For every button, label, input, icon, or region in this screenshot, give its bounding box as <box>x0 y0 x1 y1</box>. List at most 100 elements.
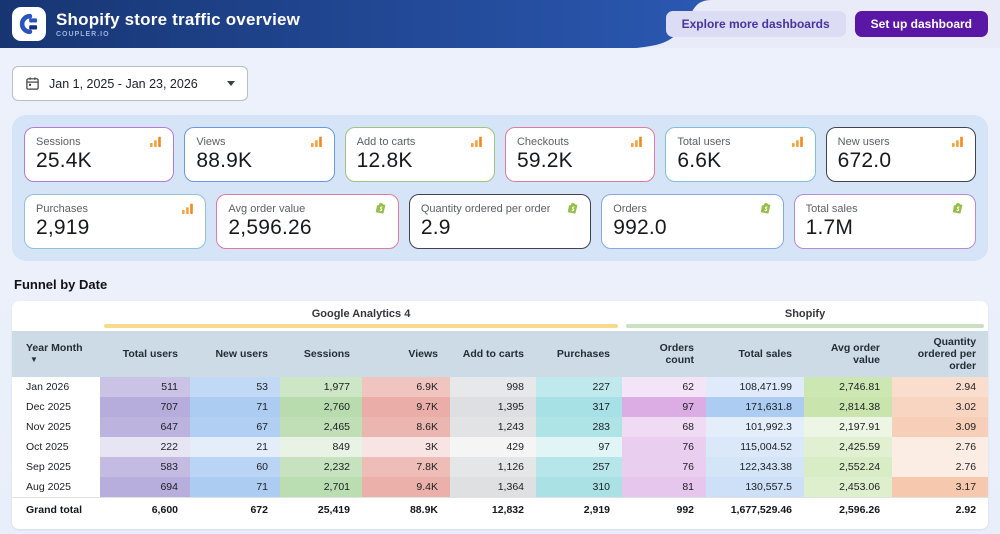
grand-total-cell: Grand total <box>12 496 100 520</box>
cell-value: 222 <box>100 437 190 458</box>
cell-value: 62 <box>622 377 707 398</box>
grand-total-cell: 672 <box>190 496 280 520</box>
cell-value: 71 <box>190 477 280 498</box>
cell-value: 2,232 <box>280 457 362 478</box>
header-background-swoosh <box>0 0 712 48</box>
cell-value: 2,760 <box>280 397 362 418</box>
kpi-label: Orders <box>613 202 647 215</box>
filter-row: Jan 1, 2025 - Jan 23, 2026 <box>0 48 1000 101</box>
kpi-value: 2,919 <box>36 216 90 239</box>
source-group-row: Google Analytics 4 Shopify <box>12 301 988 331</box>
set-up-dashboard-button[interactable]: Set up dashboard <box>854 11 988 37</box>
cell-value: 429 <box>450 437 536 458</box>
column-header-quantity-ordered-per-order[interactable]: Quantity ordered per order <box>892 331 988 378</box>
cell-value: 283 <box>536 417 623 438</box>
kpi-row-1: Sessions 25.4K Views 88.9K Add to carts 12.8K… <box>24 127 976 182</box>
kpi-label: Sessions <box>36 135 81 148</box>
cell-value: 7.8K <box>362 457 450 478</box>
shopify-bag-icon <box>374 202 387 215</box>
row-month: Dec 2025 <box>12 397 100 418</box>
cell-value: 310 <box>536 477 623 498</box>
cell-value: 1,364 <box>450 477 536 498</box>
kpi-row-2: Purchases 2,919 Avg order value 2,596.26 Qua… <box>24 194 977 249</box>
kpi-card-purchases: Purchases 2,919 <box>24 194 207 249</box>
column-header-total-users[interactable]: Total users <box>100 331 190 378</box>
kpi-value: 1.7M <box>805 216 854 239</box>
column-header-orders-count[interactable]: Orders count <box>622 331 707 378</box>
kpi-value: 59.2K <box>516 149 573 172</box>
table-row: Oct 2025 222 21 849 3K 429 97 76 115,004.52 2,425… <box>12 437 988 458</box>
source-group-shopify: Shopify <box>622 301 988 331</box>
cell-value: 76 <box>622 437 707 458</box>
column-header-total-sales[interactable]: Total sales <box>706 331 805 378</box>
cell-value: 2,814.38 <box>804 397 893 418</box>
cell-value: 67 <box>190 417 280 438</box>
cell-value: 3.17 <box>892 477 988 498</box>
kpi-card-orders: Orders 992.0 <box>601 194 784 249</box>
kpi-value: 6.6K <box>677 149 722 172</box>
column-header-year-month[interactable]: Year Month▼ <box>12 331 100 378</box>
shopify-bag-icon <box>566 202 579 215</box>
row-month: Nov 2025 <box>12 417 100 438</box>
table-row: Dec 2025 707 71 2,760 9.7K 1,395 317 97 171,631.… <box>12 397 988 418</box>
column-header-add-to-carts[interactable]: Add to carts <box>450 331 536 378</box>
grand-total-cell: 2,919 <box>536 496 623 520</box>
kpi-panel: Sessions 25.4K Views 88.9K Add to carts 12.8K… <box>12 115 988 261</box>
cell-value: 227 <box>536 377 623 398</box>
bar-chart-icon <box>310 135 323 148</box>
cell-value: 2,197.91 <box>804 417 893 438</box>
row-month: Jan 2026 <box>12 377 100 398</box>
cell-value: 122,343.38 <box>706 457 805 478</box>
column-header-new-users[interactable]: New users <box>190 331 280 378</box>
column-header-sessions[interactable]: Sessions <box>280 331 362 378</box>
page-title: Shopify store traffic overview <box>56 10 301 29</box>
column-header-views[interactable]: Views <box>362 331 450 378</box>
kpi-label: Purchases <box>36 202 88 215</box>
grand-total-cell: 2,596.26 <box>804 496 893 520</box>
shopify-bag-icon <box>951 202 964 215</box>
kpi-card-quantity-ordered-per-order: Quantity ordered per order 2.9 <box>408 194 592 249</box>
date-range-value: Jan 1, 2025 - Jan 23, 2026 <box>49 76 198 91</box>
cell-value: 707 <box>100 397 190 418</box>
cell-value: 71 <box>190 397 280 418</box>
bar-chart-icon <box>951 135 964 148</box>
kpi-card-checkouts: Checkouts 59.2K <box>504 127 656 182</box>
table-row: Sep 2025 583 60 2,232 7.8K 1,126 257 76 122,343.… <box>12 457 988 478</box>
cell-value: 2,746.81 <box>804 377 893 398</box>
cell-value: 171,631.8 <box>706 397 805 418</box>
cell-value: 2.94 <box>892 377 988 398</box>
bar-chart-icon <box>181 202 194 215</box>
kpi-card-views: Views 88.9K <box>184 127 335 182</box>
cell-value: 1,126 <box>450 457 536 478</box>
date-range-picker[interactable]: Jan 1, 2025 - Jan 23, 2026 <box>12 66 248 101</box>
cell-value: 97 <box>622 397 707 418</box>
kpi-value: 12.8K <box>356 149 413 172</box>
kpi-label: Quantity ordered per order <box>420 202 551 215</box>
kpi-label: New users <box>837 135 890 148</box>
cell-value: 97 <box>536 437 623 458</box>
cell-value: 9.7K <box>362 397 450 418</box>
cell-value: 647 <box>100 417 190 438</box>
cell-value: 21 <box>190 437 280 458</box>
column-header-avg-order-value[interactable]: Avg order value <box>804 331 893 378</box>
cell-value: 511 <box>100 377 190 398</box>
source-group-google-analytics-4: Google Analytics 4 <box>100 301 622 331</box>
funnel-table-card: Google Analytics 4 Shopify Year Month▼ Tota… <box>12 301 988 529</box>
brand: Shopify store traffic overview COUPLER.I… <box>12 7 300 41</box>
kpi-label: Add to carts <box>356 135 416 148</box>
kpi-card-total-sales: Total sales 1.7M <box>793 194 977 249</box>
row-month: Oct 2025 <box>12 437 100 458</box>
kpi-card-total-users: Total users 6.6K <box>665 127 816 182</box>
row-month: Aug 2025 <box>12 477 100 498</box>
grand-total-cell: 6,600 <box>100 496 190 520</box>
kpi-label: Avg order value <box>228 202 306 215</box>
coupler-logo <box>12 7 46 41</box>
cell-value: 998 <box>450 377 536 398</box>
kpi-value: 88.9K <box>196 149 253 172</box>
column-header-purchases[interactable]: Purchases <box>536 331 623 378</box>
bar-chart-icon <box>470 135 483 148</box>
table-row: Jan 2026 511 53 1,977 6.9K 998 227 62 108,471.99… <box>12 377 988 398</box>
header-actions: Explore more dashboards Set up dashboard <box>665 11 988 37</box>
explore-more-dashboards-button[interactable]: Explore more dashboards <box>665 11 846 37</box>
